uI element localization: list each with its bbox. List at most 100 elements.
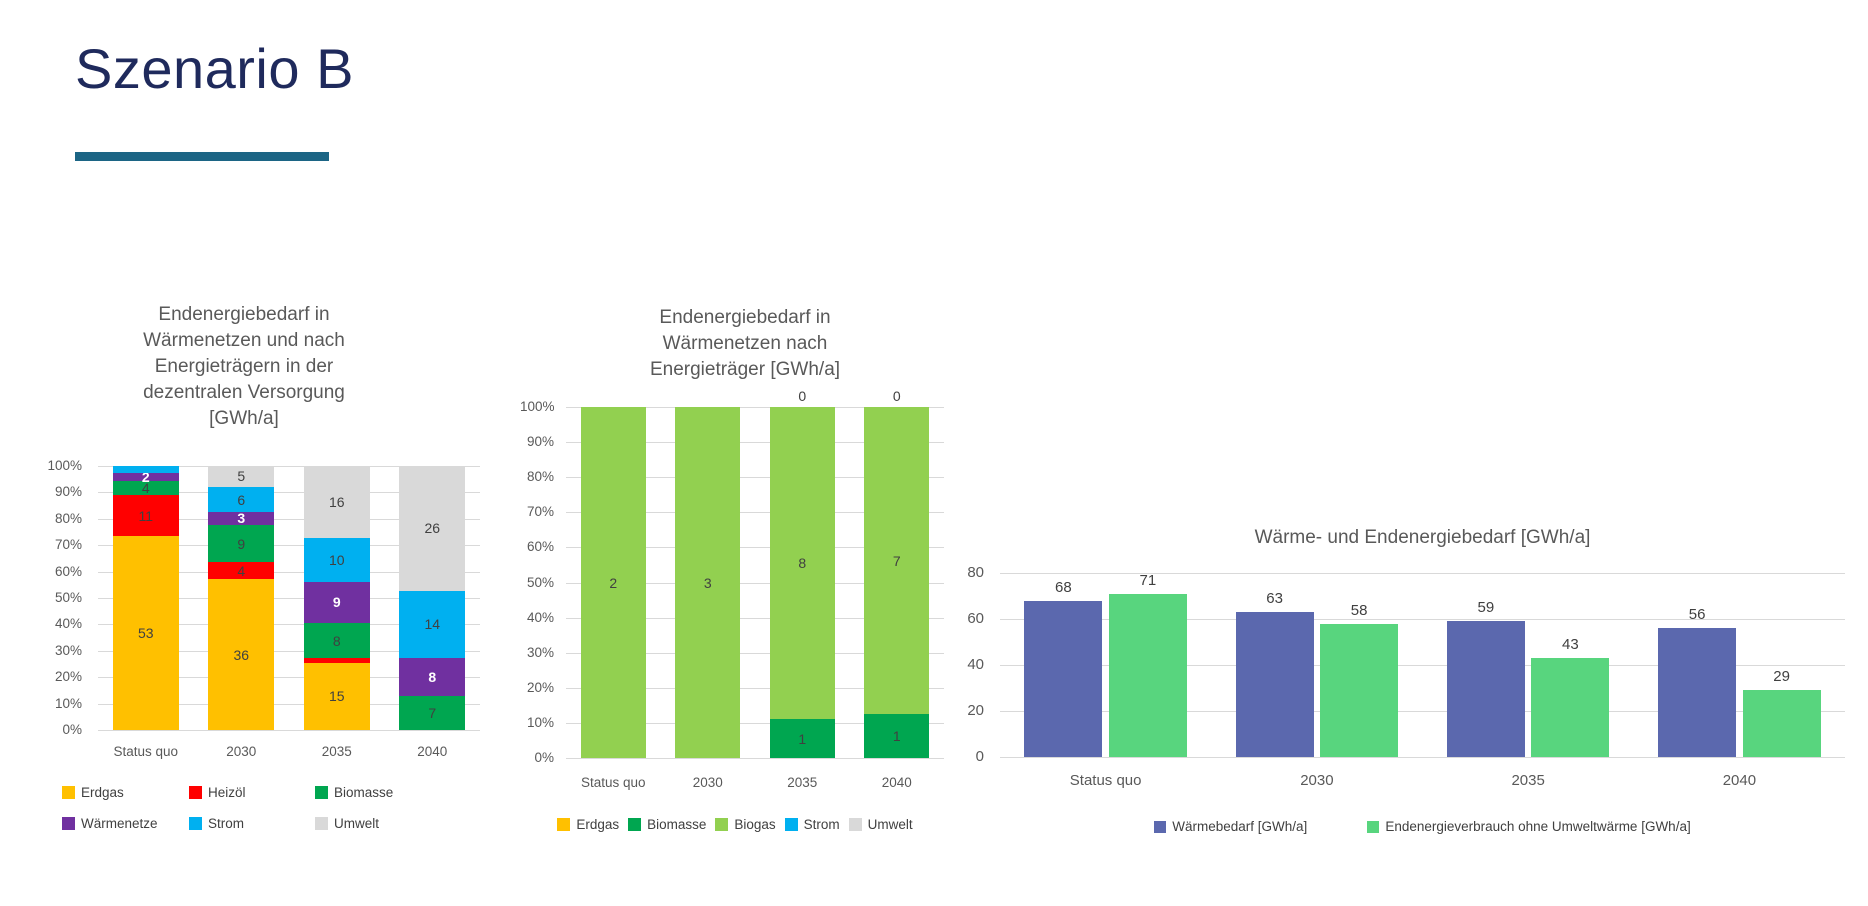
bar-segment xyxy=(208,512,275,525)
bar-segment xyxy=(208,579,275,730)
legend-item: Umwelt xyxy=(315,816,465,831)
legend-item: Erdgas xyxy=(557,817,619,832)
bar-segment xyxy=(769,719,835,758)
legend-item: Erdgas xyxy=(62,785,189,800)
bar-segment xyxy=(303,582,370,623)
plot-area: 68 71 63 58 59 43 56 29 xyxy=(1000,572,1845,758)
legend-item: Heizöl xyxy=(189,785,315,800)
legend-label: Wärmebedarf [GWh/a] xyxy=(1172,819,1308,834)
gridline xyxy=(1000,665,1845,666)
bar-label: 58 xyxy=(1350,601,1368,619)
bar-label: 2 xyxy=(609,574,618,591)
bar-segment xyxy=(580,407,646,758)
legend-label: Biomasse xyxy=(647,817,707,832)
legend-swatch xyxy=(1154,820,1167,833)
gridline xyxy=(566,652,944,654)
y-tick-label: 10% xyxy=(54,695,82,711)
legend-item: Umwelt xyxy=(848,817,913,832)
y-tick-label: 30% xyxy=(54,642,82,658)
legend-swatch xyxy=(189,817,202,830)
gridline xyxy=(1000,573,1845,574)
gridline xyxy=(566,512,944,514)
y-tick-label: 80% xyxy=(54,510,82,526)
gridline xyxy=(98,730,480,731)
bar-segment xyxy=(208,486,275,513)
x-axis: Status quo 2030 2035 2040 xyxy=(566,775,944,790)
gridline xyxy=(98,571,480,573)
bar-segment xyxy=(303,658,370,663)
bar-label: 56 xyxy=(1688,606,1706,624)
bar xyxy=(1742,690,1821,757)
y-tick-label: 50% xyxy=(526,574,554,590)
bar-label: 9 xyxy=(237,535,246,552)
legend-swatch xyxy=(628,818,642,831)
y-tick-label: 100% xyxy=(520,399,555,414)
bar-segment xyxy=(208,524,275,563)
bar-segment xyxy=(399,696,466,730)
bar-label: 14 xyxy=(424,616,441,633)
bar-label: 4 xyxy=(141,480,150,496)
legend-label: Strom xyxy=(208,816,245,831)
gridline xyxy=(566,722,944,724)
bar-label: 1 xyxy=(892,728,901,745)
bar xyxy=(1024,600,1103,757)
x-category-label: Status quo xyxy=(1069,772,1142,789)
bar-label: 68 xyxy=(1055,578,1072,596)
y-tick-label: 70% xyxy=(54,537,82,553)
x-axis: Status quo 2030 2035 2040 xyxy=(1000,772,1845,789)
bar-segment xyxy=(769,407,835,719)
legend-item: Biomasse xyxy=(315,785,465,800)
legend-swatch xyxy=(315,817,328,830)
legend-item: Strom xyxy=(189,816,315,831)
bar-label: 5 xyxy=(237,468,246,485)
y-tick-label: 60% xyxy=(526,539,554,555)
legend-label: Endenergieverbrauch ohne Umweltwärme [GW… xyxy=(1385,819,1691,834)
chart-title: Wärme- und Endenergiebedarf [GWh/a] xyxy=(1254,527,1591,548)
y-tick-label: 50% xyxy=(54,590,82,605)
bar-label: 8 xyxy=(798,555,807,571)
y-tick-label: 0% xyxy=(534,750,554,765)
x-category-label: Status quo xyxy=(113,744,179,759)
x-category-label: 2035 xyxy=(787,775,818,790)
gridline xyxy=(98,466,480,467)
y-axis: 100% 90% 80% 70% 60% 50% 40% 30% 20% 10% 0% xyxy=(520,399,562,765)
bar-segment xyxy=(864,714,930,758)
slide-title: Szenario B xyxy=(75,37,354,100)
gridline xyxy=(566,407,944,408)
bar-segment xyxy=(112,473,179,481)
legend-label: Biomasse xyxy=(334,785,394,800)
gridline xyxy=(98,598,480,599)
gridline xyxy=(1000,619,1845,620)
gridline xyxy=(566,477,944,479)
bar-label: 43 xyxy=(1562,636,1579,654)
gridline xyxy=(98,492,480,494)
y-tick-label: 100% xyxy=(47,458,82,473)
bar-label: 26 xyxy=(424,520,441,537)
bar-label: 59 xyxy=(1477,599,1495,617)
bar-segment xyxy=(208,562,275,580)
legend-swatch xyxy=(1367,820,1380,833)
bar-label: 36 xyxy=(233,646,250,663)
y-tick-label: 80 xyxy=(967,564,984,581)
bar-label: 7 xyxy=(428,705,437,722)
x-category-label: 2040 xyxy=(881,775,912,790)
legend-swatch xyxy=(557,818,571,831)
y-tick-label: 90% xyxy=(526,434,554,450)
y-tick-label: 40 xyxy=(967,656,984,673)
bar-segment xyxy=(112,480,179,496)
legend-swatch xyxy=(715,818,729,831)
bar-label: 29 xyxy=(1773,668,1790,686)
y-tick-label: 40% xyxy=(526,609,554,625)
legend-swatch xyxy=(189,786,202,799)
y-tick-label: 70% xyxy=(526,504,554,520)
gridline xyxy=(566,442,944,444)
bar-label: 0 xyxy=(892,388,901,404)
y-tick-label: 0 xyxy=(975,748,984,765)
y-tick-label: 30% xyxy=(526,644,554,660)
legend-swatch xyxy=(62,786,75,799)
bar-label: 3 xyxy=(703,574,712,591)
gridline xyxy=(566,582,944,584)
legend-item: Wärmebedarf [GWh/a] xyxy=(1154,819,1307,834)
bar-label: 4 xyxy=(237,562,246,579)
